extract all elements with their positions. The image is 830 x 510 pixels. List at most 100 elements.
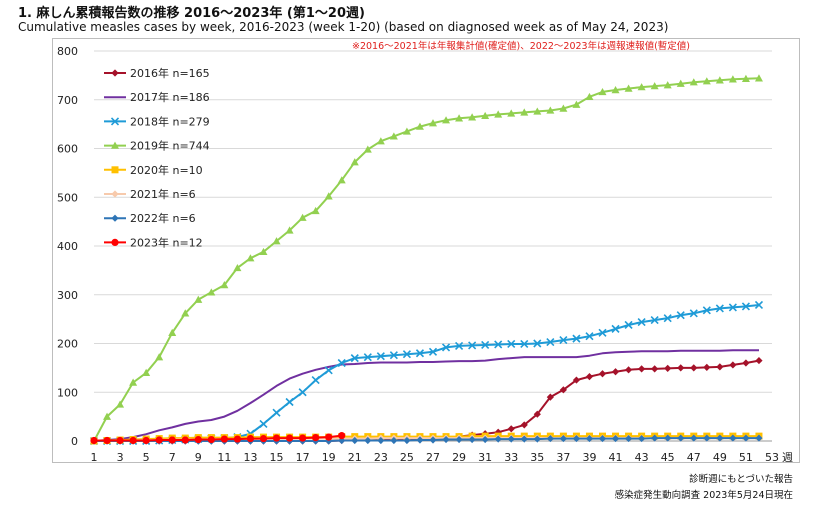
data-point-stroke bbox=[494, 340, 503, 349]
data-point bbox=[598, 87, 607, 96]
data-point bbox=[481, 435, 489, 444]
y-tick-label: 800 bbox=[57, 45, 78, 58]
data-point-stroke bbox=[324, 366, 333, 375]
data-point bbox=[507, 339, 516, 349]
data-point bbox=[468, 435, 476, 444]
data-point-stroke bbox=[637, 317, 646, 327]
data-point bbox=[546, 106, 555, 114]
x-tick-label: 29 bbox=[452, 451, 466, 464]
legend-marker bbox=[111, 141, 119, 149]
data-point bbox=[741, 74, 750, 82]
data-point bbox=[533, 107, 542, 115]
data-point bbox=[664, 364, 672, 372]
data-point bbox=[546, 337, 555, 347]
data-point bbox=[116, 436, 124, 445]
data-point bbox=[363, 353, 372, 362]
data-point bbox=[155, 353, 164, 361]
legend-label: 2022年 n=6 bbox=[130, 211, 196, 225]
legend-marker bbox=[111, 214, 119, 222]
data-point bbox=[415, 349, 425, 358]
data-point bbox=[728, 75, 737, 83]
data-point-stroke bbox=[520, 339, 529, 349]
data-point bbox=[298, 388, 307, 397]
legend-item: 2021年 n=6 bbox=[104, 187, 196, 201]
legend-label: 2017年 n=186 bbox=[130, 90, 210, 104]
x-tick-label: 1 bbox=[91, 451, 98, 464]
data-point-stroke bbox=[428, 347, 438, 356]
data-point bbox=[429, 436, 437, 444]
x-tick-label: 37 bbox=[556, 451, 570, 464]
data-point bbox=[703, 363, 711, 371]
data-point bbox=[415, 122, 424, 130]
data-point-stroke bbox=[389, 351, 398, 360]
legend-marker bbox=[110, 117, 120, 126]
footer-note: 診断週にもとづいた報告 bbox=[689, 474, 793, 485]
data-point bbox=[507, 425, 515, 433]
data-point-stroke bbox=[455, 341, 464, 351]
data-point bbox=[677, 434, 685, 442]
legend-item: 2019年 n=744 bbox=[104, 139, 210, 153]
data-point bbox=[168, 328, 177, 336]
data-point-stroke bbox=[285, 397, 294, 407]
data-point bbox=[663, 81, 672, 89]
y-tick-label: 600 bbox=[57, 143, 78, 156]
x-tick-label: 41 bbox=[609, 451, 623, 464]
data-point-stroke bbox=[585, 332, 594, 341]
data-point bbox=[311, 206, 320, 215]
data-point-stroke bbox=[507, 339, 516, 349]
data-point bbox=[507, 435, 515, 443]
data-point bbox=[481, 340, 490, 350]
series-3 bbox=[89, 300, 764, 446]
data-point bbox=[663, 314, 672, 323]
data-point-stroke bbox=[702, 306, 711, 315]
data-point-stroke bbox=[259, 419, 268, 429]
data-point-stroke bbox=[350, 354, 359, 363]
data-point bbox=[676, 311, 685, 320]
data-point bbox=[559, 434, 567, 443]
legend-item: 2022年 n=6 bbox=[104, 211, 196, 225]
data-point bbox=[638, 365, 646, 373]
data-point bbox=[233, 263, 242, 272]
legend-label: 2019年 n=744 bbox=[130, 139, 210, 153]
data-point bbox=[533, 339, 542, 348]
data-point bbox=[350, 158, 359, 166]
legend-item: 2023年 n=12 bbox=[104, 235, 203, 249]
data-point bbox=[455, 114, 464, 122]
series-line bbox=[94, 304, 760, 442]
data-point bbox=[194, 295, 203, 303]
x-tick-label: 51 bbox=[739, 451, 753, 464]
legend-marker bbox=[111, 166, 119, 174]
data-point bbox=[559, 386, 567, 394]
data-point bbox=[729, 361, 737, 369]
data-point bbox=[650, 82, 659, 90]
data-point bbox=[103, 436, 111, 445]
series-line bbox=[93, 435, 759, 442]
data-point bbox=[494, 340, 503, 349]
data-point-stroke bbox=[481, 340, 490, 350]
data-point bbox=[181, 309, 190, 317]
data-point-stroke bbox=[741, 302, 750, 311]
data-point bbox=[246, 434, 255, 443]
data-point bbox=[455, 435, 463, 444]
data-point bbox=[403, 436, 411, 445]
data-point bbox=[389, 351, 398, 360]
x-tick-label: 31 bbox=[478, 451, 492, 464]
legend-marker bbox=[111, 238, 119, 246]
data-point bbox=[337, 176, 346, 184]
data-point-stroke bbox=[624, 320, 633, 330]
x-tick-label: 33 bbox=[504, 451, 518, 464]
data-point-stroke bbox=[441, 343, 451, 352]
data-point bbox=[507, 109, 516, 117]
x-tick-label: 39 bbox=[582, 451, 596, 464]
x-tick-label: 11 bbox=[217, 451, 231, 464]
x-tick-label: 21 bbox=[348, 451, 362, 464]
data-point-stroke bbox=[689, 309, 698, 318]
data-point bbox=[376, 352, 385, 361]
data-point-stroke bbox=[572, 334, 581, 343]
data-point-stroke bbox=[272, 408, 281, 417]
data-point bbox=[155, 436, 163, 444]
legend-label: 2018年 n=279 bbox=[130, 114, 210, 128]
series-8 bbox=[90, 432, 346, 445]
series-2 bbox=[93, 349, 759, 442]
data-point bbox=[402, 350, 411, 359]
